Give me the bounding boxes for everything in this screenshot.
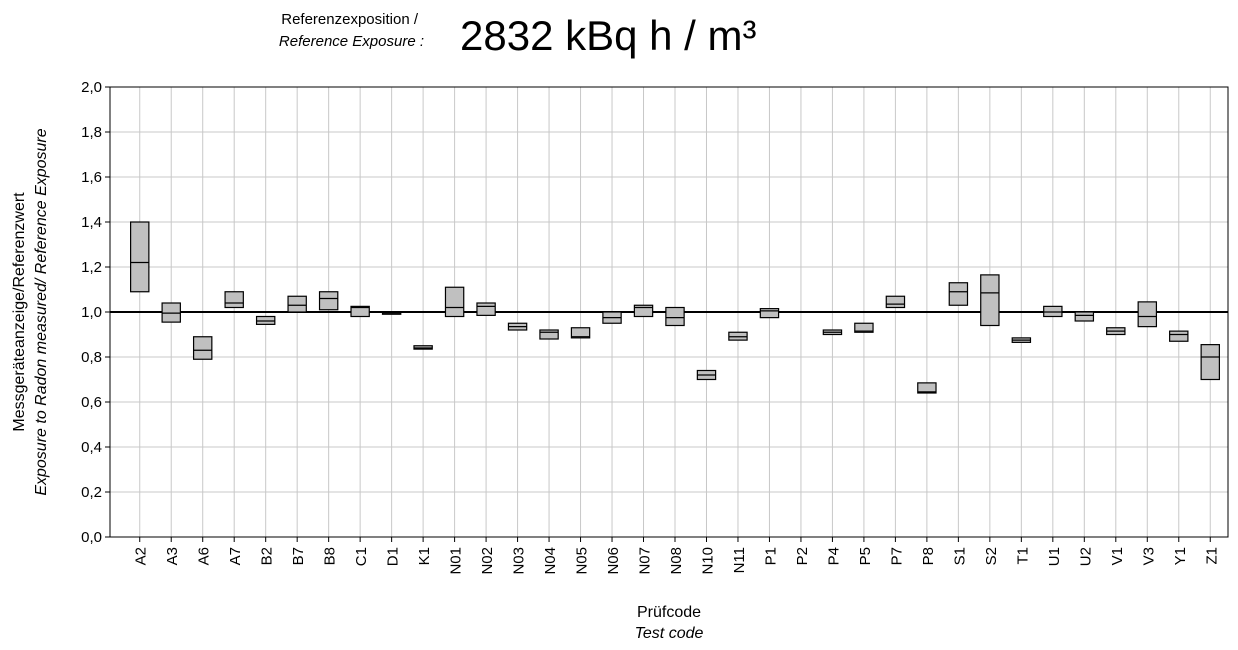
box — [350, 305, 370, 318]
box — [1200, 344, 1220, 381]
x-tick-label: Y1 — [1172, 547, 1189, 565]
x-tick-label: N02 — [479, 547, 496, 575]
y-tick-label: 2,0 — [81, 79, 102, 96]
x-tick-label: A2 — [133, 547, 150, 565]
box — [570, 327, 591, 339]
x-label-en: Test code — [635, 625, 704, 642]
x-tick-label: N08 — [668, 547, 685, 575]
title-prefix-de: Referenzexposition / — [281, 11, 419, 28]
x-tick-label: D1 — [385, 547, 402, 566]
y-tick-label: 0,0 — [81, 529, 102, 546]
y-label-en: Exposure to Radon measured/ Reference Ex… — [33, 128, 50, 495]
box — [885, 295, 906, 309]
box — [192, 336, 213, 360]
x-tick-label: S1 — [951, 547, 968, 565]
box — [444, 286, 465, 318]
x-tick-label: V1 — [1109, 547, 1126, 565]
y-tick-label: 0,2 — [81, 484, 102, 501]
x-tick-label: P2 — [794, 547, 811, 565]
box — [633, 304, 654, 318]
box — [980, 274, 1000, 327]
box — [917, 382, 937, 394]
box — [130, 221, 150, 293]
y-label-de: Messgeräteanzeige/Referenzwert — [11, 192, 28, 432]
box — [759, 308, 780, 319]
x-tick-label: U2 — [1077, 547, 1094, 566]
box — [318, 291, 339, 311]
x-tick-label: N07 — [637, 547, 654, 575]
x-tick-label: N06 — [605, 547, 622, 575]
chart-title: 2832 kBq h / m³ — [460, 12, 756, 59]
y-tick-label: 1,6 — [81, 169, 102, 186]
y-tick-label: 1,8 — [81, 124, 102, 141]
x-tick-label: N04 — [542, 547, 559, 575]
x-tick-label: P1 — [762, 547, 779, 565]
x-tick-label: C1 — [353, 547, 370, 566]
y-tick-label: 0,8 — [81, 349, 102, 366]
x-tick-label: P8 — [920, 547, 937, 565]
box — [1169, 330, 1189, 342]
box — [948, 282, 969, 306]
y-tick-label: 0,4 — [81, 439, 102, 456]
x-tick-label: S2 — [983, 547, 1000, 565]
x-tick-label: A6 — [196, 547, 213, 565]
x-tick-label: P7 — [888, 547, 905, 565]
box — [539, 329, 559, 340]
y-tick-label: 1,4 — [81, 214, 102, 231]
x-tick-label: B7 — [290, 547, 307, 565]
x-tick-label: N10 — [699, 547, 716, 575]
box — [287, 295, 307, 313]
box — [1074, 311, 1095, 322]
x-tick-label: K1 — [416, 547, 433, 565]
x-tick-label: A7 — [227, 547, 244, 565]
x-tick-label: U1 — [1046, 547, 1063, 566]
box — [665, 306, 685, 327]
x-tick-label: N11 — [731, 547, 748, 573]
x-tick-label: Z1 — [1203, 547, 1220, 565]
box — [224, 291, 244, 309]
box — [854, 322, 874, 333]
title-prefix-en: Reference Exposure : — [279, 33, 424, 50]
x-tick-label: N01 — [448, 547, 465, 575]
x-tick-label: P4 — [825, 547, 842, 565]
x-tick-label: T1 — [1014, 547, 1031, 565]
x-label-de: Prüfcode — [637, 604, 701, 621]
x-tick-label: N05 — [574, 547, 591, 575]
x-tick-label: N03 — [511, 547, 528, 575]
box — [476, 302, 496, 316]
box — [1137, 301, 1158, 328]
y-tick-label: 0,6 — [81, 394, 102, 411]
y-tick-label: 1,2 — [81, 259, 102, 276]
x-tick-label: P5 — [857, 547, 874, 565]
x-tick-label: B2 — [259, 547, 276, 565]
x-tick-label: B8 — [322, 547, 339, 565]
y-tick-label: 1,0 — [81, 304, 102, 321]
x-tick-label: A3 — [164, 547, 181, 565]
x-tick-label: V3 — [1140, 547, 1157, 565]
